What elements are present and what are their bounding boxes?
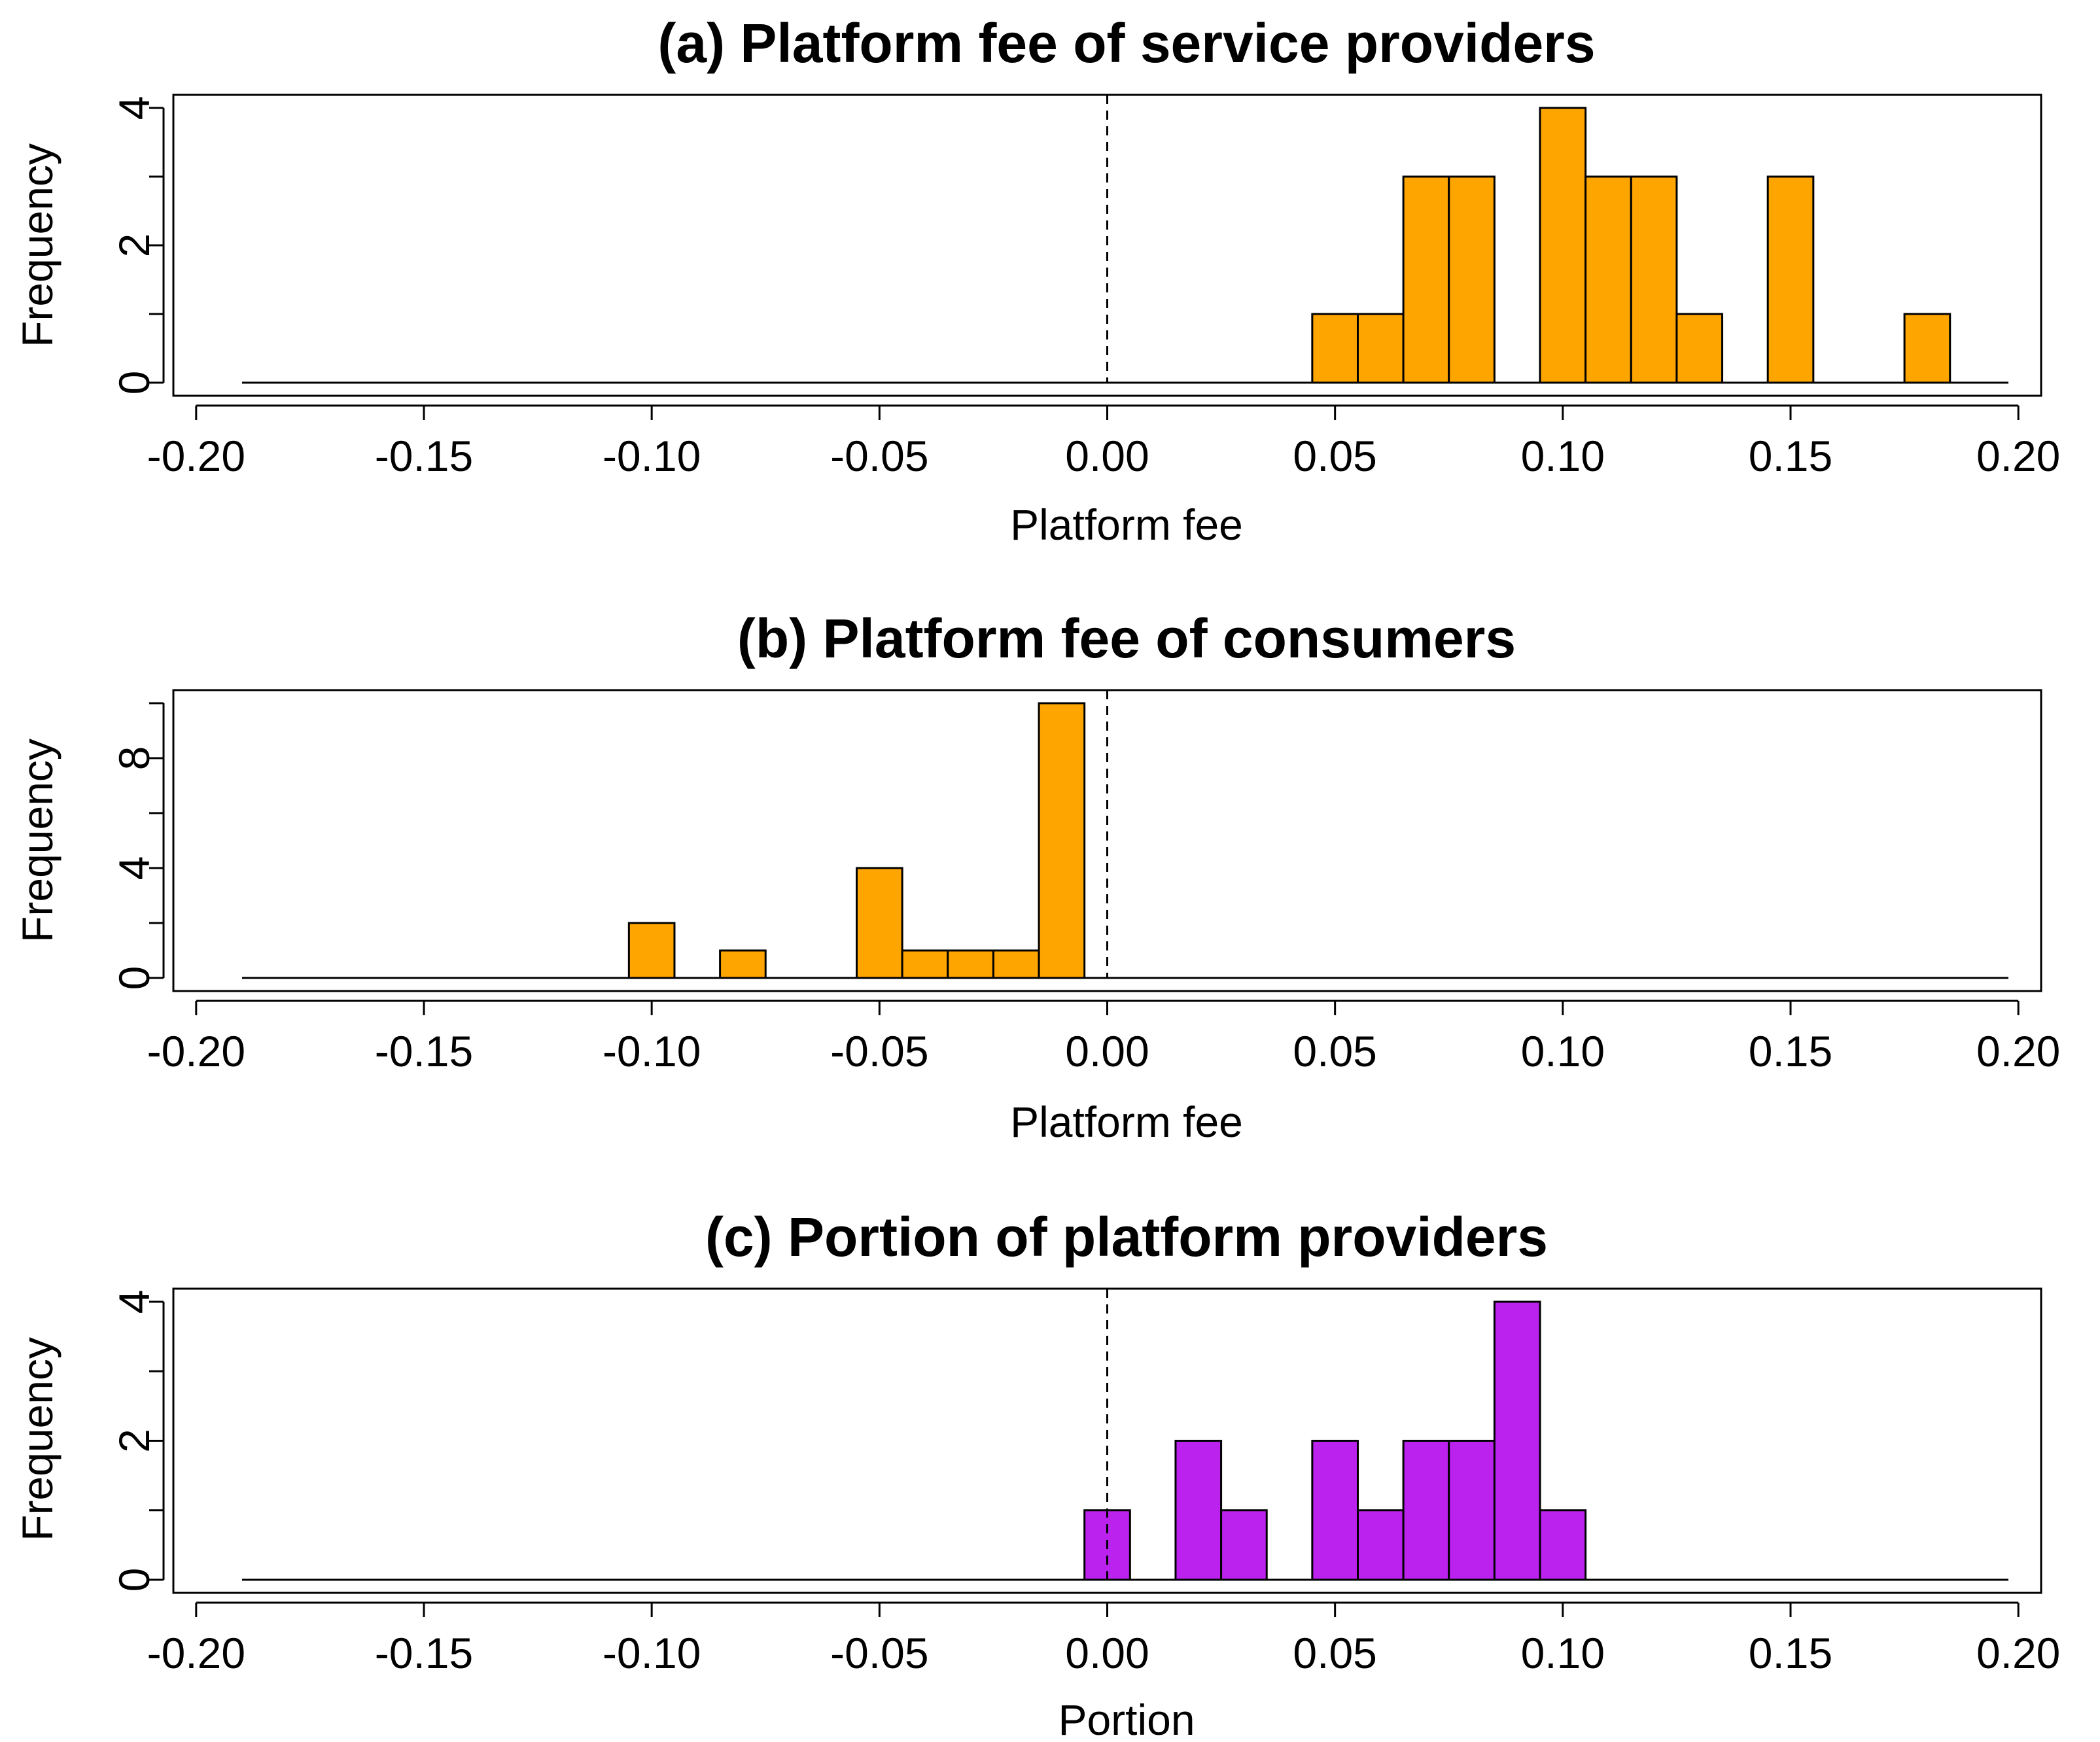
panel-a-x-tick-label: -0.15 <box>375 432 473 480</box>
panel-a-bar <box>1903 313 1951 384</box>
panel-c-bar <box>1402 1440 1450 1581</box>
panel-b-x-tick-label: -0.15 <box>375 1027 473 1075</box>
panel-b-ylabel: Frequency <box>13 739 61 943</box>
panel-a-x-tick-label: -0.05 <box>830 432 928 480</box>
panel-c-x-tick-label: 0.00 <box>1065 1629 1149 1677</box>
panel-c-xlabel: Portion <box>1058 1696 1195 1742</box>
panel-c-x-tick-label: 0.10 <box>1521 1629 1605 1677</box>
panel-c-y-tick-label: 0 <box>110 1568 158 1592</box>
panel-b-plot-area: -0.20 -0.15 -0.10 -0.05 0.00 0.05 0.10 0.15 0.20… <box>110 689 2060 1075</box>
panel-b-bar <box>901 949 949 979</box>
panel-c-x-tick-label: 0.15 <box>1749 1629 1832 1677</box>
panel-a-bar <box>1311 313 1359 384</box>
panel-b-xlabel: Platform fee <box>1010 1098 1243 1146</box>
panel-b-x-tick-label: 0.20 <box>1976 1027 2060 1075</box>
panel-c-bar <box>1493 1300 1541 1581</box>
panel-a-ylabel: Frequency <box>13 143 61 347</box>
panel-b-x-tick-label: 0.10 <box>1521 1027 1605 1075</box>
panel-a-x-tick-label: 0.20 <box>1976 432 2060 480</box>
panel-a-plot-area: -0.20 -0.15 -0.10 -0.05 0.00 0.05 0.10 0.15 0.20… <box>110 94 2060 480</box>
panel-c: (c) Portion of platform providers Portio… <box>13 1206 2060 1742</box>
panel-c-x-tick-label: -0.10 <box>603 1629 701 1677</box>
panel-c-y-tick-label: 2 <box>110 1429 158 1453</box>
panel-b-y-tick-label: 8 <box>110 746 158 771</box>
panel-b-bar <box>627 922 676 979</box>
panel-a-bar <box>1675 313 1724 384</box>
panel-b-y-tick-label: 0 <box>110 966 158 990</box>
panel-c-x-tick-label: -0.20 <box>147 1629 245 1677</box>
panel-c-bar <box>1174 1440 1223 1581</box>
panel-a-bar <box>1630 175 1678 384</box>
panel-a-bar <box>1539 107 1587 384</box>
panel-b-x-tick-label: 0.05 <box>1293 1027 1376 1075</box>
panel-a-y-tick-label: 2 <box>110 234 158 258</box>
panel-a-x-tick-label: 0.00 <box>1065 432 1149 480</box>
panel-a-x-tick-label: 0.15 <box>1749 432 1832 480</box>
panel-b-x-tick-label: -0.10 <box>603 1027 701 1075</box>
panel-a-y-tick-label: 0 <box>110 371 158 395</box>
panel-c-x-tick-label: -0.05 <box>830 1629 928 1677</box>
panel-a-bar <box>1584 175 1632 384</box>
panel-a-y-tick-label: 4 <box>110 96 158 120</box>
panel-b-title: (b) Platform fee of consumers <box>737 608 1516 669</box>
panel-a-x-tick-label: 0.10 <box>1521 432 1605 480</box>
panel-a-bar <box>1402 175 1450 384</box>
panel-a-bar <box>1766 175 1815 384</box>
panel-a-xlabel: Platform fee <box>1010 500 1243 549</box>
panel-b-x-tick-label: 0.15 <box>1749 1027 1832 1075</box>
panel-c-bar <box>1448 1440 1496 1581</box>
panel-c-ylabel: Frequency <box>13 1337 61 1541</box>
panel-b-bar <box>719 949 767 979</box>
panel-b-x-tick-label: -0.05 <box>830 1027 928 1075</box>
panel-c-bar <box>1539 1509 1587 1581</box>
panel-c-bar <box>1311 1440 1359 1581</box>
panel-a-x-tick-label: -0.10 <box>603 432 701 480</box>
panel-b-bar <box>947 949 994 979</box>
panel-c-plot-area: -0.20 -0.15 -0.10 -0.05 0.00 0.05 0.10 0.15 0.20… <box>110 1287 2060 1677</box>
panel-c-x-tick-label: 0.20 <box>1976 1629 2060 1677</box>
panel-b-bar <box>856 867 903 979</box>
panel-b-x-tick-label: 0.00 <box>1065 1027 1149 1075</box>
panel-b: (b) Platform fee of consumers Platform f… <box>13 608 2060 1146</box>
panel-a: (a) Platform fee of service providers Pl… <box>13 12 2060 549</box>
panel-b-bar <box>1038 702 1086 979</box>
panel-a-x-tick-label: -0.20 <box>147 432 245 480</box>
panel-c-bar <box>1356 1509 1405 1581</box>
panel-c-x-tick-label: 0.05 <box>1293 1629 1376 1677</box>
panel-b-y-tick-label: 4 <box>110 856 158 880</box>
panel-c-x-tick-label: -0.15 <box>375 1629 473 1677</box>
panel-c-bar <box>1220 1509 1268 1581</box>
panel-c-title: (c) Portion of platform providers <box>705 1206 1548 1268</box>
panel-b-x-tick-label: -0.20 <box>147 1027 245 1075</box>
panel-a-bar <box>1356 313 1405 384</box>
panel-a-x-tick-label: 0.05 <box>1293 432 1376 480</box>
panel-a-title: (a) Platform fee of service providers <box>657 12 1595 74</box>
panel-c-y-tick-label: 4 <box>110 1290 158 1314</box>
panel-b-bar <box>992 949 1040 979</box>
panel-a-bar <box>1448 175 1496 384</box>
